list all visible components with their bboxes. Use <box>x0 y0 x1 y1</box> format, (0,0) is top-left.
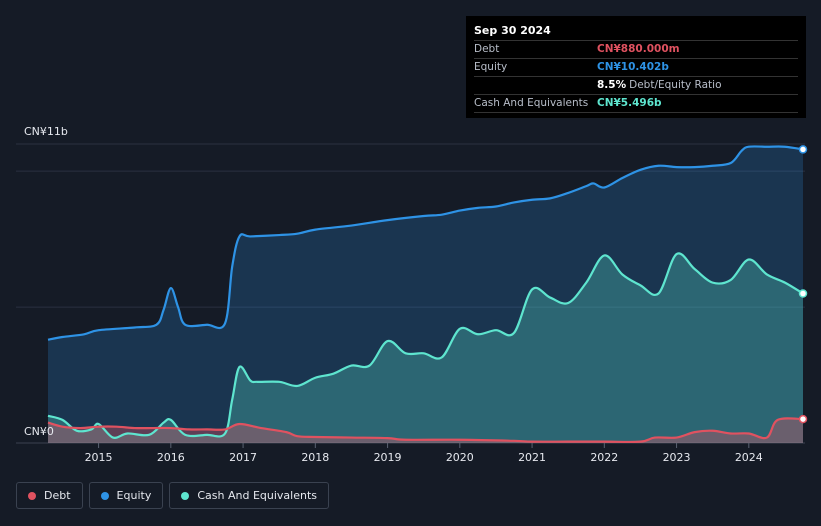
x-tick-label: 2018 <box>301 451 329 464</box>
equity-dot-icon <box>100 491 109 500</box>
legend-debt-label: Debt <box>44 489 71 502</box>
tooltip-equity-label: Equity <box>474 61 508 73</box>
legend-item-equity[interactable]: Equity <box>88 482 164 509</box>
cash-dot-icon <box>181 491 190 500</box>
equity-end-marker <box>798 145 808 154</box>
series-areas <box>48 146 803 443</box>
legend-item-debt[interactable]: Debt <box>16 482 83 509</box>
tooltip-debt-label: Debt <box>474 43 500 55</box>
equity-area <box>48 146 803 443</box>
tooltip-cash-label: Cash And Equivalents <box>474 97 589 109</box>
cash-and-equivalents-end-marker <box>798 289 808 298</box>
x-axis-ticks: 2015 2016 2017 2018 2019 2020 2021 2022 2023 2024 <box>85 443 763 464</box>
legend-equity-label: Equity <box>116 489 152 502</box>
tooltip-row-equity: Equity CN¥10.402b <box>474 58 798 76</box>
data-tooltip: Sep 30 2024 Debt CN¥880.000m Equity CN¥1… <box>466 16 806 118</box>
x-tick-label: 2023 <box>663 451 691 464</box>
x-tick-label: 2016 <box>157 451 185 464</box>
legend-item-cash[interactable]: Cash And Equivalents <box>169 482 329 509</box>
cash-and-equivalents-line <box>47 252 804 439</box>
legend-cash-label: Cash And Equivalents <box>197 489 317 502</box>
tooltip-ratio-label <box>474 77 597 94</box>
series-lines <box>47 145 804 444</box>
tooltip-cash-value: CN¥5.496b <box>597 97 662 109</box>
x-tick-label: 2019 <box>374 451 402 464</box>
tooltip-row-cash: Cash And Equivalents CN¥5.496b <box>474 94 798 113</box>
debt-dot-icon <box>28 491 36 500</box>
x-tick-label: 2020 <box>446 451 474 464</box>
x-tick-label: 2022 <box>590 451 618 464</box>
x-tick-label: 2015 <box>85 451 113 464</box>
cash-and-equivalents-area <box>48 253 803 443</box>
tooltip-row-debt: Debt CN¥880.000m <box>474 40 798 58</box>
x-tick-label: 2017 <box>229 451 257 464</box>
y-axis-bottom-label: CN¥0 <box>24 425 54 438</box>
y-axis-top-label: CN¥11b <box>24 125 68 138</box>
series-end-markers <box>798 145 808 424</box>
x-tick-label: 2021 <box>518 451 546 464</box>
tooltip-ratio-value: 8.5% <box>597 79 627 91</box>
tooltip-debt-value: CN¥880.000m <box>597 43 680 55</box>
tooltip-equity-value: CN¥10.402b <box>597 61 669 73</box>
debt-line <box>47 417 804 444</box>
tooltip-ratio-caption: Debt/Equity Ratio <box>629 79 722 91</box>
gridlines <box>16 143 805 444</box>
debt-end-marker <box>798 414 808 424</box>
tooltip-row-ratio: 8.5% Debt/Equity Ratio <box>474 76 798 94</box>
x-tick-label: 2024 <box>735 451 763 464</box>
tooltip-date: Sep 30 2024 <box>474 24 551 37</box>
legend: Debt Equity Cash And Equivalents <box>16 482 329 509</box>
equity-line <box>47 145 804 341</box>
